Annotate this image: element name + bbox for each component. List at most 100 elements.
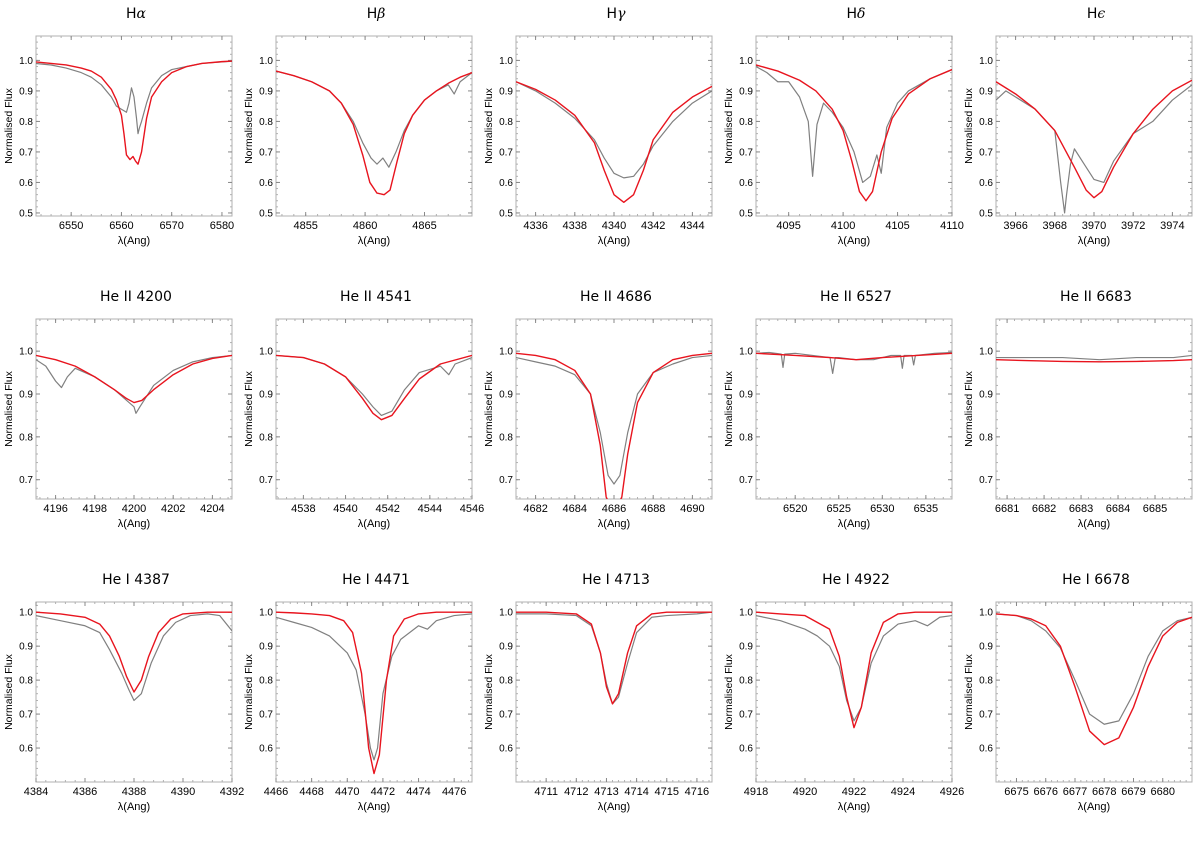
y-tick-label: 0.5 [19, 208, 33, 219]
y-tick-label: 0.7 [739, 147, 753, 158]
chart-title-symbol: β [377, 6, 386, 22]
model-line [996, 359, 1192, 363]
observed-line [276, 354, 472, 417]
y-tick-label: 1.0 [19, 56, 33, 67]
x-tick-label: 4466 [264, 786, 288, 798]
x-axis-label: λ(Ang) [838, 518, 870, 530]
y-tick-label: 0.8 [979, 432, 993, 443]
model-line [276, 611, 472, 775]
x-axis-label: λ(Ang) [1078, 518, 1110, 530]
plot-frame [515, 601, 713, 783]
plot-frame [755, 35, 953, 217]
y-tick-label: 0.6 [19, 178, 33, 189]
y-tick-label: 0.7 [259, 147, 273, 158]
chart-title: He I 4922 [822, 572, 890, 588]
observed-line [36, 354, 232, 414]
x-tick-label: 4926 [940, 786, 964, 798]
chart-panel: He I 6678 0.6 0.7 0.8 0.9 1.0 6675 6676 6677 6678… [960, 566, 1200, 848]
y-tick-label: 0.5 [739, 208, 753, 219]
chart-panel: He II 6527 0.7 0.8 0.9 1.0 6520 6525 6530 6535 λ(… [720, 283, 960, 565]
plot-frame [275, 35, 473, 217]
x-tick-label: 4200 [122, 503, 146, 515]
y-tick-label: 0.7 [19, 147, 33, 158]
x-tick-label: 4338 [563, 220, 587, 232]
x-tick-label: 6535 [914, 503, 938, 515]
y-tick-label: 0.7 [259, 475, 273, 486]
chart-title: He II 4200 [100, 289, 172, 305]
chart-plot: 0.7 0.8 0.9 1.0 6520 6525 6530 6535 λ(Ang) Normal… [723, 318, 953, 530]
y-tick-label: 1.0 [19, 347, 33, 358]
x-tick-label: 4198 [83, 503, 107, 515]
chart-panel: He I 4387 0.6 0.7 0.8 0.9 1.0 4384 4386 4388 4390… [0, 566, 244, 848]
chart-title: He I 4713 [582, 572, 650, 588]
x-tick-label: 4716 [685, 786, 709, 798]
x-axis-label: λ(Ang) [118, 518, 150, 530]
chart-title-element: H [126, 6, 137, 22]
x-tick-label: 4336 [523, 220, 547, 232]
y-tick-label: 0.7 [979, 710, 993, 721]
x-tick-label: 4540 [333, 503, 357, 515]
chart-title: He II 6683 [1060, 289, 1132, 305]
x-tick-label: 4688 [641, 503, 665, 515]
plot-frame [515, 35, 713, 217]
x-tick-label: 4918 [744, 786, 768, 798]
y-tick-label: 0.8 [259, 432, 273, 443]
y-tick-label: 0.8 [979, 117, 993, 128]
x-tick-label: 6525 [827, 503, 851, 515]
x-axis-label: λ(Ang) [118, 801, 150, 813]
y-tick-label: 0.8 [19, 676, 33, 687]
y-axis-label: Normalised Flux [243, 370, 255, 447]
y-tick-label: 1.0 [19, 608, 33, 619]
chart-plot: 0.6 0.7 0.8 0.9 1.0 4918 4920 4922 4924 4926 λ(Ang… [723, 601, 964, 813]
chart-plot: 0.5 0.6 0.7 0.8 0.9 1.0 6550 6560 6570 6580 λ(Ang)… [3, 35, 234, 247]
chart-panel: He II 4541 0.7 0.8 0.9 1.0 4538 4540 4542 4544 45… [240, 283, 484, 565]
x-tick-label: 4922 [842, 786, 866, 798]
x-axis-label: λ(Ang) [598, 801, 630, 813]
x-tick-label: 4682 [523, 503, 547, 515]
y-tick-label: 0.9 [499, 642, 513, 653]
y-tick-label: 1.0 [499, 347, 513, 358]
model-line [276, 70, 472, 196]
observed-line [996, 354, 1192, 361]
observed-line [36, 613, 232, 702]
y-tick-label: 1.0 [739, 608, 753, 619]
y-tick-label: 0.9 [739, 86, 753, 97]
x-axis-label: λ(Ang) [358, 801, 390, 813]
model-line [756, 64, 952, 202]
x-tick-label: 6676 [1033, 786, 1057, 798]
model-line [36, 354, 232, 404]
x-tick-label: 6677 [1063, 786, 1087, 798]
x-tick-label: 4470 [335, 786, 359, 798]
chart-plot: 0.6 0.7 0.8 0.9 1.0 6675 6676 6677 6678 6679 6680 λ… [963, 601, 1193, 813]
x-tick-label: 4110 [940, 220, 964, 232]
x-tick-label: 4860 [353, 220, 377, 232]
x-tick-label: 6550 [59, 220, 83, 232]
x-tick-label: 4340 [602, 220, 626, 232]
y-tick-label: 0.6 [19, 744, 33, 755]
y-tick-label: 1.0 [259, 347, 273, 358]
x-tick-label: 6682 [1032, 503, 1056, 515]
y-tick-label: 1.0 [979, 347, 993, 358]
y-tick-label: 0.6 [259, 744, 273, 755]
y-tick-label: 0.8 [259, 117, 273, 128]
y-tick-label: 0.8 [259, 676, 273, 687]
chart-title: He II 6527 [820, 289, 892, 305]
plot-frame [35, 35, 233, 217]
y-tick-label: 0.8 [739, 117, 753, 128]
x-tick-label: 4712 [564, 786, 588, 798]
observed-line [756, 614, 952, 722]
chart-plot: 0.5 0.6 0.7 0.8 0.9 1.0 4095 4100 4105 4110 λ(Ang)… [723, 35, 964, 247]
y-axis-label: Normalised Flux [483, 653, 495, 730]
y-tick-label: 0.9 [19, 642, 33, 653]
plot-frame [275, 601, 473, 783]
x-tick-label: 6681 [995, 503, 1019, 515]
x-tick-label: 4715 [655, 786, 679, 798]
y-tick-label: 0.9 [739, 642, 753, 653]
observed-line [996, 84, 1192, 214]
chart-panel: He I 4471 0.6 0.7 0.8 0.9 1.0 4466 4468 4470 4472… [240, 566, 480, 848]
y-axis-label: Normalised Flux [723, 87, 735, 164]
model-line [36, 60, 232, 165]
x-tick-label: 3966 [1003, 220, 1027, 232]
chart-plot: 0.5 0.6 0.7 0.8 0.9 1.0 3966 3968 3970 3972 3974 λ(… [963, 35, 1193, 247]
x-tick-label: 4105 [885, 220, 909, 232]
